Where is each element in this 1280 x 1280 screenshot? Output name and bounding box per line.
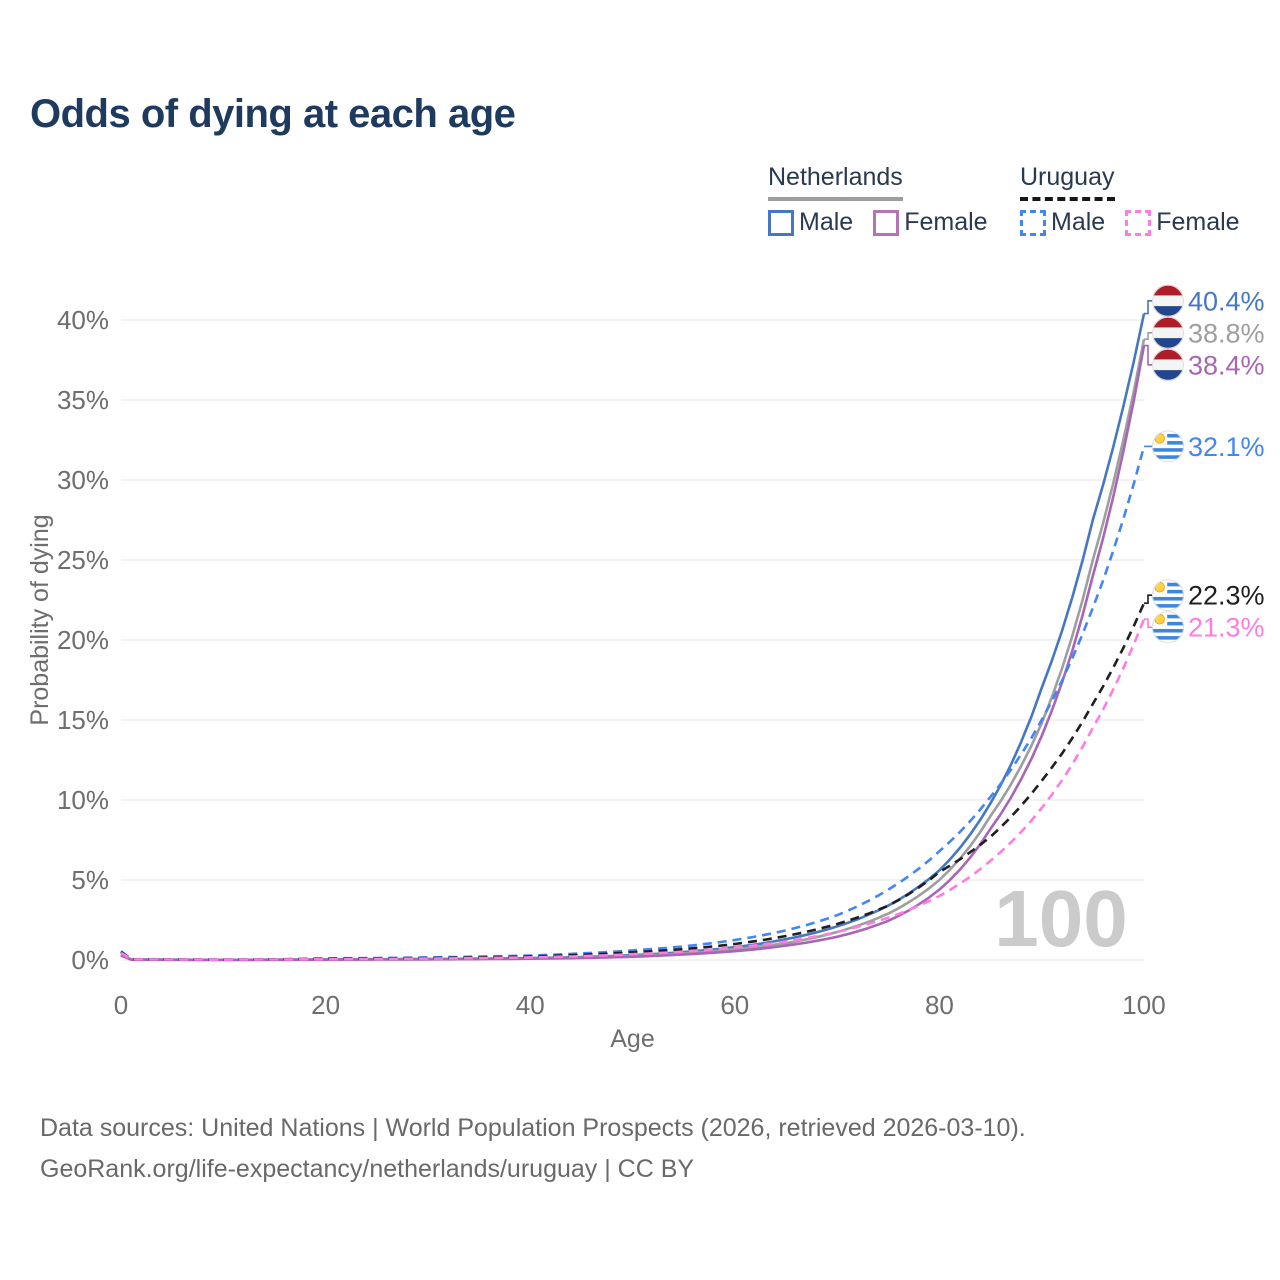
x-tick-label: 20 (311, 990, 340, 1020)
end-value-label-netherlands-female: 38.4% (1188, 350, 1265, 380)
data-sources-text: Data sources: United Nations | World Pop… (40, 1114, 1026, 1142)
series-line-netherlands-all[interactable] (120, 338, 1146, 962)
netherlands-male-swatch (768, 209, 794, 236)
x-tick-label: 100 (1122, 990, 1165, 1020)
netherlands-flag-icon (1152, 316, 1184, 349)
legend-item-netherlands-male[interactable]: Male (768, 208, 853, 237)
uruguay-male-swatch (1020, 209, 1046, 236)
end-value-label-netherlands-all: 38.8% (1188, 318, 1265, 348)
y-tick-label: 35% (57, 385, 109, 415)
attribution: Data sources: United Nations | World Pop… (40, 1108, 1026, 1190)
y-tick-label: 15% (57, 705, 109, 735)
label-leader-line (1144, 344, 1152, 366)
legend-label-netherlands-male: Male (799, 208, 854, 236)
label-leader-line (1144, 618, 1152, 628)
uruguay-flag-icon (1152, 579, 1184, 612)
netherlands-flag-icon (1152, 348, 1184, 381)
y-tick-label: 0% (71, 945, 109, 975)
x-tick-label: 40 (516, 990, 545, 1020)
legend-group-netherlands: Netherlands Male Female (768, 163, 988, 237)
end-value-label-uruguay-male: 32.1% (1188, 432, 1265, 462)
series-line-uruguay-all[interactable] (120, 602, 1146, 961)
legend-group-uruguay: Uruguay Male Female (1020, 163, 1240, 237)
x-tick-label: 0 (114, 990, 128, 1020)
series-line-uruguay-male[interactable] (120, 446, 1146, 961)
legend-country-netherlands[interactable]: Netherlands (768, 163, 903, 201)
source-url-text: GeoRank.org/life-expectancy/netherlands/… (40, 1155, 695, 1183)
y-axis-title: Probability of dying (26, 514, 54, 725)
netherlands-female-swatch (873, 209, 900, 236)
series-line-uruguay-female[interactable] (120, 618, 1146, 961)
legend-item-uruguay-male[interactable]: Male (1020, 208, 1105, 237)
y-tick-label: 25% (57, 545, 109, 575)
y-tick-label: 5% (71, 865, 109, 895)
series-line-netherlands-male[interactable] (120, 313, 1146, 962)
y-tick-label: 20% (57, 625, 109, 655)
uruguay-flag-icon (1152, 430, 1184, 463)
x-tick-label: 60 (720, 990, 749, 1020)
netherlands-flag-icon (1152, 284, 1184, 317)
uruguay-female-swatch (1125, 209, 1152, 236)
uruguay-flag-icon (1152, 611, 1184, 644)
x-axis-title: Age (610, 1025, 654, 1053)
legend-label-uruguay-male: Male (1051, 208, 1106, 236)
end-value-label-netherlands-male: 40.4% (1188, 286, 1265, 316)
label-leader-line (1144, 332, 1152, 340)
y-tick-label: 10% (57, 785, 109, 815)
legend-label-netherlands-female: Female (904, 208, 988, 236)
legend-label-uruguay-female: Female (1156, 208, 1240, 236)
page-title: Odds of dying at each age (30, 92, 516, 136)
end-value-label-uruguay-all: 22.3% (1188, 581, 1265, 611)
age-watermark: 100 (994, 874, 1127, 963)
label-leader-line (1144, 594, 1152, 604)
y-tick-label: 40% (57, 305, 109, 335)
end-value-label-uruguay-female: 21.3% (1188, 613, 1265, 643)
legend-country-uruguay[interactable]: Uruguay (1020, 163, 1115, 201)
legend-item-netherlands-female[interactable]: Female (873, 208, 988, 237)
y-tick-label: 30% (57, 465, 109, 495)
label-leader-line (1144, 300, 1152, 315)
series-line-netherlands-female[interactable] (120, 345, 1146, 962)
x-tick-label: 80 (925, 990, 954, 1020)
legend-item-uruguay-female[interactable]: Female (1125, 208, 1240, 237)
